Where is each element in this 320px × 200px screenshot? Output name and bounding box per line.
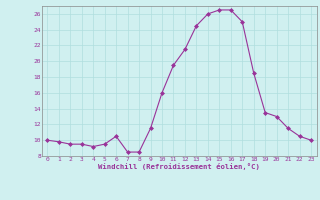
X-axis label: Windchill (Refroidissement éolien,°C): Windchill (Refroidissement éolien,°C) [98, 163, 260, 170]
